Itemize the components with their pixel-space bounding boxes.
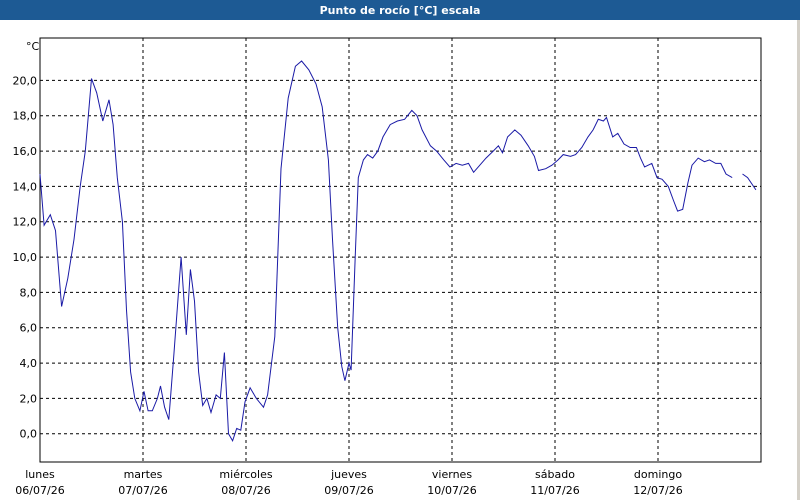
data-line	[39, 60, 757, 443]
x-tick-date: 11/07/26	[530, 484, 579, 497]
y-tick-label: 0,0	[20, 428, 38, 441]
y-tick-label: 6,0	[20, 322, 38, 335]
y-tick-label: 16,0	[13, 145, 38, 158]
x-tick-label: jueves	[330, 468, 367, 481]
y-tick-label: 12,0	[13, 216, 38, 229]
x-tick-label: miércoles	[219, 468, 272, 481]
y-tick-label: 14,0	[13, 180, 38, 193]
x-tick-label: martes	[124, 468, 163, 481]
y-tick-label: 20,0	[13, 74, 38, 87]
x-tick-date: 07/07/26	[118, 484, 167, 497]
x-tick-label: viernes	[432, 468, 472, 481]
x-tick-date: 10/07/26	[427, 484, 476, 497]
y-axis-label: °C	[26, 40, 40, 53]
y-tick-label: 8,0	[20, 286, 38, 299]
x-tick-label: domingo	[634, 468, 682, 481]
title-bar	[0, 0, 800, 20]
plot-frame	[39, 37, 762, 463]
x-tick-date: 08/07/26	[221, 484, 270, 497]
x-tick-date: 12/07/26	[633, 484, 682, 497]
y-tick-label: 4,0	[20, 357, 38, 370]
y-tick-label: 2,0	[20, 392, 38, 405]
x-tick-label: lunes	[25, 468, 55, 481]
y-tick-label: 10,0	[13, 251, 38, 264]
x-tick-date: 09/07/26	[324, 484, 373, 497]
x-tick-label: sábado	[535, 468, 575, 481]
window-edge	[797, 20, 800, 500]
chart-title: Punto de rocío [°C] escala	[320, 4, 481, 17]
y-tick-label: 18,0	[13, 110, 38, 123]
x-tick-date: 06/07/26	[15, 484, 64, 497]
